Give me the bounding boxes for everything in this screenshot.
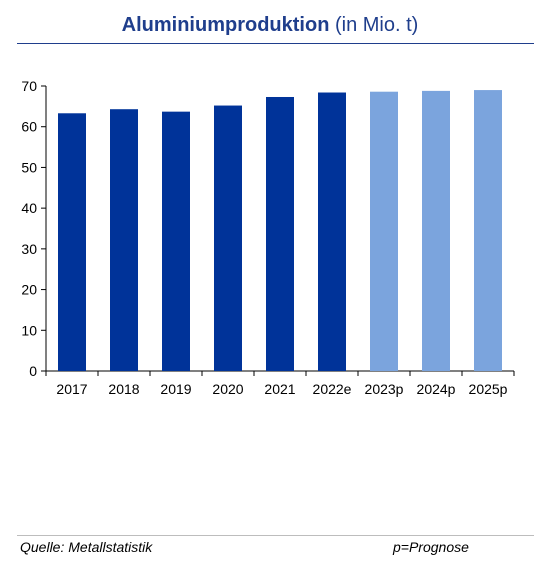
bar-2022e xyxy=(318,92,346,371)
bar-2017 xyxy=(58,113,86,372)
y-axis: 0 10 20 30 40 50 60 70 xyxy=(21,78,47,379)
x-tick-label: 2019 xyxy=(160,381,191,397)
chart-title: Aluminiumproduktion (in Mio. t) xyxy=(0,14,540,37)
bar-2019 xyxy=(162,111,190,372)
x-tick-label: 2018 xyxy=(108,381,139,397)
x-tick-label: 2022e xyxy=(313,381,352,397)
x-tick-label: 2017 xyxy=(56,381,87,397)
x-tick-label: 2023p xyxy=(365,381,404,397)
title-divider xyxy=(17,43,534,44)
chart-title-unit: (in Mio. t) xyxy=(334,14,419,36)
x-tick-label: 2021 xyxy=(264,381,295,397)
y-tick-label: 50 xyxy=(21,159,37,175)
bars-group xyxy=(58,90,502,372)
y-tick-label: 40 xyxy=(21,200,37,216)
bar-2023p xyxy=(370,91,398,371)
bar-2025p xyxy=(474,90,502,372)
y-tick-label: 30 xyxy=(21,241,37,257)
x-axis: 2017 2018 2019 2020 2021 2022e 2023p 2024p 2025p xyxy=(45,370,515,397)
x-tick-label: 2025p xyxy=(469,381,508,397)
x-tick-label: 2020 xyxy=(212,381,243,397)
y-tick-label: 10 xyxy=(21,322,37,338)
y-tick-label: 70 xyxy=(21,78,37,94)
bar-2018 xyxy=(110,109,138,371)
y-tick-label: 20 xyxy=(21,282,37,298)
source-note: Quelle: Metallstatistik xyxy=(20,539,153,555)
x-tick-label: 2024p xyxy=(417,381,456,397)
footer-divider xyxy=(17,535,534,536)
y-tick-label: 0 xyxy=(29,363,37,379)
bar-2024p xyxy=(422,90,450,371)
forecast-note: p=Prognose xyxy=(393,539,469,555)
chart-title-main: Aluminiumproduktion xyxy=(121,14,330,36)
bar-2020 xyxy=(214,105,242,372)
y-tick-label: 60 xyxy=(21,119,37,135)
bar-2021 xyxy=(266,96,294,371)
